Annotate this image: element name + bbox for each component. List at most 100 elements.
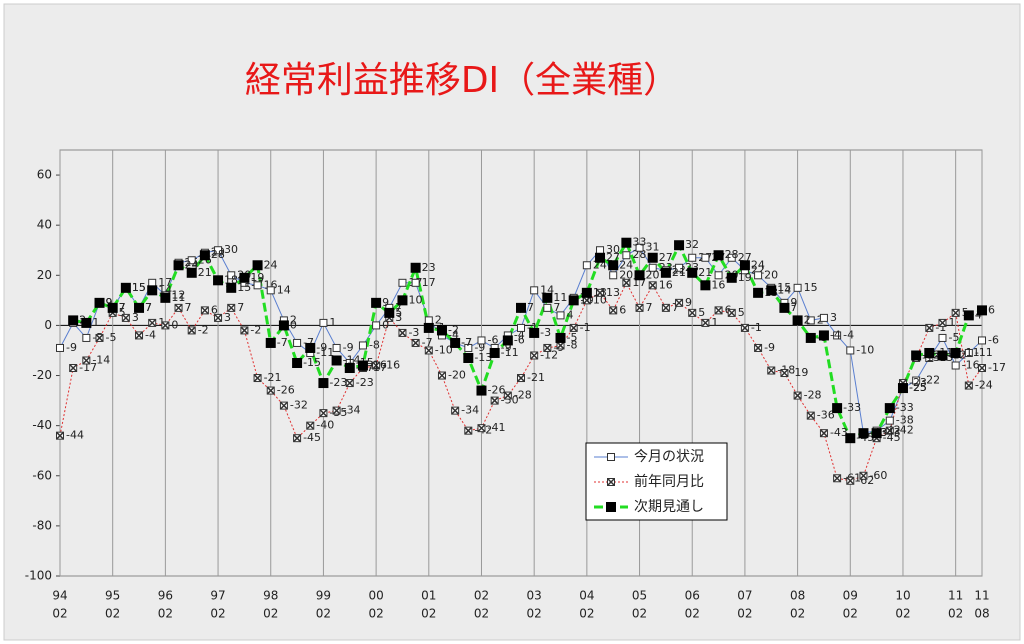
data-label: 23 [422, 261, 436, 274]
point [398, 278, 407, 287]
point [675, 263, 684, 272]
point [423, 322, 434, 333]
point [477, 424, 486, 433]
marker-cross [820, 429, 828, 437]
point [147, 285, 158, 296]
data-label: -42 [896, 424, 914, 437]
data-label: 15 [777, 281, 791, 294]
marker-cross [517, 374, 525, 382]
marker-box [885, 416, 894, 425]
point [726, 272, 737, 283]
point [464, 343, 473, 352]
x-tick-label: 99 [316, 589, 331, 603]
point [661, 303, 670, 312]
x-tick-label: 02 [421, 607, 436, 621]
data-label: 27 [659, 251, 673, 264]
marker-cross [607, 478, 615, 486]
point [306, 421, 315, 430]
marker-box [530, 286, 539, 295]
x-tick-label: 96 [158, 589, 173, 603]
marker-box [543, 303, 552, 312]
marker-box [253, 281, 262, 290]
marker-cross [636, 304, 644, 312]
marker-box [517, 323, 525, 332]
point [846, 346, 855, 355]
point [213, 275, 224, 286]
point [253, 374, 262, 383]
data-label: -7 [303, 336, 314, 349]
point [200, 306, 209, 315]
chart-title: 経常利益推移DI（全業種） [245, 60, 679, 101]
data-label: -4 [514, 328, 525, 341]
marker-box [609, 271, 618, 280]
marker-cross [372, 361, 380, 370]
data-label: 1 [329, 316, 336, 329]
marker-box [227, 271, 236, 280]
point [819, 313, 828, 322]
x-tick-label: 97 [210, 589, 225, 603]
data-label: -23 [356, 376, 374, 389]
data-label: 21 [698, 266, 712, 279]
x-tick-label: 08 [790, 589, 805, 603]
data-label: -33 [843, 401, 861, 414]
marker-cross [741, 324, 749, 332]
point [569, 323, 578, 332]
marker-cross [780, 369, 788, 377]
data-label: -28 [804, 389, 822, 402]
data-label: -25 [909, 381, 927, 394]
marker-box [332, 343, 341, 352]
marker-cross [701, 319, 709, 327]
data-label: 20 [764, 268, 778, 281]
data-label: -1 [527, 321, 538, 334]
marker-cross [556, 341, 565, 349]
marker-cross [293, 434, 301, 442]
data-label: 17 [422, 276, 436, 289]
data-label: 7 [119, 301, 126, 314]
marker-cross [398, 329, 406, 337]
point [596, 288, 605, 297]
marker-cross [715, 306, 723, 314]
point [240, 326, 249, 335]
data-label: 28 [725, 248, 739, 261]
marker-cross [346, 379, 354, 387]
point [292, 358, 303, 368]
marker-box [727, 253, 736, 262]
data-label: 7 [185, 301, 192, 314]
data-label: 30 [224, 243, 238, 256]
x-tick-label: 08 [974, 607, 989, 621]
point [897, 383, 908, 394]
data-label: -40 [316, 419, 334, 432]
point [924, 347, 935, 358]
marker-cross [688, 309, 696, 317]
data-label: -1 [935, 321, 946, 334]
marker-cross [754, 344, 762, 352]
point [858, 428, 869, 439]
data-label: 9 [106, 296, 113, 309]
x-tick-label: 04 [579, 589, 594, 603]
data-label: 28 [211, 248, 225, 261]
marker-box [358, 341, 367, 350]
x-tick-label: 02 [685, 607, 700, 621]
y-tick-label: -40 [32, 418, 52, 432]
marker-cross [530, 351, 538, 360]
data-label: 21 [672, 266, 686, 279]
data-label: 9 [106, 296, 113, 309]
data-label: 16 [711, 278, 725, 291]
point [68, 315, 79, 326]
data-label: -11 [975, 346, 993, 359]
marker-cross [925, 324, 933, 332]
point [950, 347, 961, 358]
point [859, 471, 868, 480]
point [120, 282, 131, 293]
y-tick-label: -100 [25, 569, 52, 583]
point [464, 426, 473, 435]
data-label: 2 [435, 313, 442, 326]
data-label: -1 [751, 321, 762, 334]
data-label: -34 [343, 404, 361, 417]
data-label: 17 [158, 276, 172, 289]
point [529, 327, 540, 338]
data-label: -7 [422, 336, 433, 349]
y-tick-label: 20 [37, 268, 52, 282]
data-label: -6 [514, 333, 525, 346]
point [135, 331, 144, 340]
